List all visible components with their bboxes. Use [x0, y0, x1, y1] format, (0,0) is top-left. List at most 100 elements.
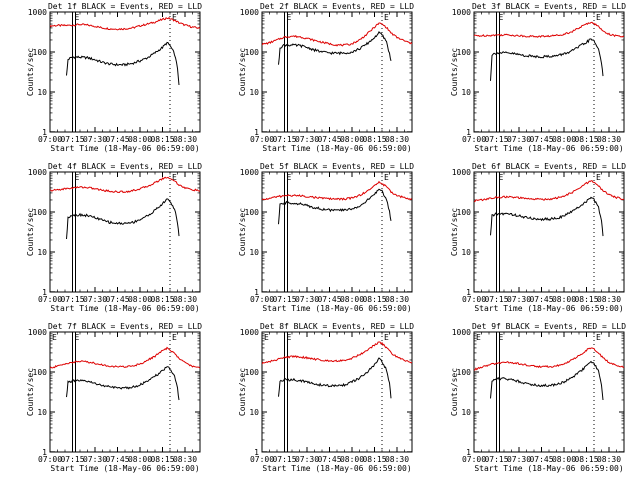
x-tick-label: 08:00	[340, 455, 364, 464]
x-tick-label: 08:00	[340, 135, 364, 144]
events-series-line	[278, 357, 392, 399]
y-tick-label: 10	[461, 408, 471, 417]
x-tick-label: 07:15	[484, 455, 508, 464]
event-marker-label: E	[172, 173, 177, 182]
x-axis-label: Start Time (18-May-06 06:59:00)	[474, 144, 623, 153]
x-axis-label: Start Time (18-May-06 06:59:00)	[474, 464, 623, 473]
x-axis-label: Start Time (18-May-06 06:59:00)	[50, 144, 199, 153]
event-marker-label: E	[75, 173, 80, 182]
events-series-line	[66, 366, 180, 401]
x-tick-label: 07:15	[484, 295, 508, 304]
y-axis-label: Counts/sec	[450, 368, 459, 416]
x-tick-label: 08:00	[552, 295, 576, 304]
x-tick-label: 08:15	[362, 295, 386, 304]
y-axis-label: Counts/sec	[450, 48, 459, 96]
event-marker-label: E	[476, 333, 481, 342]
lld-series-line	[262, 180, 412, 201]
x-tick-label: 08:30	[385, 135, 409, 144]
plot-title: Det 3f BLACK = Events, RED = LLD	[472, 2, 626, 11]
lld-series-line	[50, 346, 200, 369]
x-axis-label: Start Time (18-May-06 06:59:00)	[262, 144, 411, 153]
x-tick-label: 07:00	[462, 455, 486, 464]
x-tick-label: 08:30	[173, 295, 197, 304]
y-tick-label: 1	[254, 128, 259, 137]
y-tick-label: 1000	[240, 8, 259, 17]
x-tick-label: 08:00	[552, 455, 576, 464]
plot-title: Det 9f BLACK = Events, RED = LLD	[472, 322, 626, 331]
x-tick-label: 07:45	[105, 455, 129, 464]
x-axis-label: Start Time (18-May-06 06:59:00)	[50, 304, 199, 313]
lightcurve-panel: Det 2f BLACK = Events, RED = LLD 1 10 100 10…	[238, 2, 414, 153]
y-tick-label: 100	[245, 208, 260, 217]
y-tick-label: 100	[457, 368, 472, 377]
lld-series-line	[262, 22, 412, 47]
y-tick-label: 1	[254, 448, 259, 457]
event-marker-label: E	[384, 333, 389, 342]
y-tick-label: 1	[42, 288, 47, 297]
plot-title: Det 6f BLACK = Events, RED = LLD	[472, 162, 626, 171]
x-tick-label: 07:00	[38, 295, 62, 304]
events-series-line	[66, 198, 180, 240]
y-axis-label: Counts/sec	[26, 208, 35, 256]
events-series-line	[278, 188, 392, 225]
x-tick-label: 07:30	[507, 135, 531, 144]
x-tick-label: 07:30	[83, 295, 107, 304]
y-tick-label: 1	[254, 288, 259, 297]
x-tick-label: 07:15	[272, 455, 296, 464]
x-tick-label: 08:15	[362, 455, 386, 464]
y-tick-label: 1000	[452, 168, 471, 177]
x-tick-label: 08:30	[385, 455, 409, 464]
x-tick-label: 08:15	[150, 455, 174, 464]
y-tick-label: 100	[33, 208, 48, 217]
y-tick-label: 1000	[240, 328, 259, 337]
x-tick-label: 07:45	[529, 455, 553, 464]
y-axis-label: Counts/sec	[238, 48, 247, 96]
event-marker-label: E	[499, 333, 504, 342]
plot-title: Det 2f BLACK = Events, RED = LLD	[260, 2, 414, 11]
event-marker-label: E	[52, 333, 57, 342]
event-marker-label: E	[172, 13, 177, 22]
plot-title: Det 8f BLACK = Events, RED = LLD	[260, 322, 414, 331]
y-tick-label: 100	[33, 368, 48, 377]
x-tick-label: 08:30	[385, 295, 409, 304]
x-tick-label: 07:30	[83, 135, 107, 144]
lightcurve-panel: Det 4f BLACK = Events, RED = LLD 1 10 100 10…	[26, 162, 202, 313]
x-tick-label: 07:30	[295, 135, 319, 144]
x-tick-label: 08:15	[574, 295, 598, 304]
x-tick-label: 07:45	[529, 135, 553, 144]
events-series-line	[66, 41, 180, 86]
x-tick-label: 08:30	[597, 295, 621, 304]
y-tick-label: 10	[249, 408, 259, 417]
event-marker-label: E	[75, 333, 80, 342]
x-tick-label: 07:00	[250, 295, 274, 304]
x-tick-label: 07:15	[60, 455, 84, 464]
x-tick-label: 07:15	[60, 295, 84, 304]
x-tick-label: 08:15	[362, 135, 386, 144]
x-tick-label: 08:15	[574, 455, 598, 464]
y-tick-label: 1000	[28, 8, 47, 17]
x-tick-label: 08:30	[173, 455, 197, 464]
lightcurve-panel: Det 8f BLACK = Events, RED = LLD 1 10 100 10…	[238, 322, 414, 473]
x-tick-label: 08:00	[552, 135, 576, 144]
x-tick-label: 07:45	[317, 295, 341, 304]
x-axis-label: Start Time (18-May-06 06:59:00)	[50, 464, 199, 473]
y-axis-label: Counts/sec	[238, 208, 247, 256]
y-tick-label: 1	[42, 128, 47, 137]
event-marker-label: E	[287, 13, 292, 22]
lightcurve-panel: Det 9f BLACK = Events, RED = LLD 1 10 100 10…	[450, 322, 626, 473]
y-tick-label: 10	[37, 248, 47, 257]
event-marker-label: E	[499, 13, 504, 22]
y-tick-label: 1	[466, 288, 471, 297]
x-tick-label: 07:45	[317, 455, 341, 464]
y-tick-label: 100	[457, 48, 472, 57]
y-tick-label: 10	[249, 248, 259, 257]
y-tick-label: 1	[466, 448, 471, 457]
x-tick-label: 07:30	[83, 455, 107, 464]
x-tick-label: 08:00	[128, 455, 152, 464]
lld-series-line	[474, 347, 624, 371]
y-tick-label: 1000	[452, 328, 471, 337]
lightcurve-panel: Det 3f BLACK = Events, RED = LLD 1 10 100 10…	[450, 2, 626, 153]
x-tick-label: 08:15	[150, 295, 174, 304]
